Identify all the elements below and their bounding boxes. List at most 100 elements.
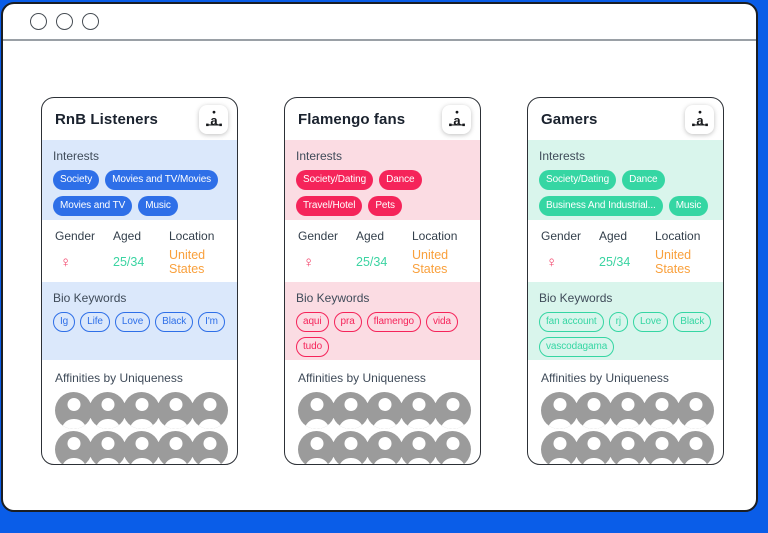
section-label-bio-keywords: Bio Keywords	[539, 291, 613, 305]
location-value: United States	[655, 248, 692, 276]
segment-card[interactable]: Flamengo fans a Interests Society/Dating Dan…	[284, 97, 481, 465]
section-label-bio-keywords: Bio Keywords	[296, 291, 370, 305]
affinity-avatars	[298, 392, 472, 464]
person-avatar-icon	[609, 392, 646, 429]
section-label-interests: Interests	[539, 149, 586, 163]
affinities-section: Affinities by Uniqueness	[528, 360, 723, 464]
avatar-row	[541, 431, 715, 464]
person-avatar-icon	[366, 392, 403, 429]
bio-keyword-pill: vida	[426, 312, 458, 332]
segment-title: Flamengo fans	[298, 110, 406, 128]
bio-keyword-pill: flamengo	[366, 312, 422, 332]
gender-label: Gender	[541, 229, 582, 243]
interest-pill: Pets	[368, 196, 402, 216]
location-label: Location	[412, 229, 458, 243]
demographics-values: ♀ 25/34 United States	[541, 248, 719, 276]
window-control-icon[interactable]	[30, 13, 47, 30]
avatar-row	[55, 392, 229, 429]
avatar-row	[298, 431, 472, 464]
location-value: United States	[412, 248, 449, 276]
interest-pill: Music	[668, 196, 709, 216]
person-avatar-icon	[157, 392, 194, 429]
interest-pill: Society/Dating	[296, 170, 374, 190]
audiense-logo-icon: a	[685, 104, 714, 134]
bio-keywords-section: Bio Keywords aqui pra flamengo vida tudo	[285, 282, 480, 360]
person-avatar-icon	[332, 392, 369, 429]
person-avatar-icon	[157, 431, 194, 464]
aged-label: Aged	[356, 229, 385, 243]
section-label-interests: Interests	[53, 149, 100, 163]
person-avatar-icon	[541, 392, 578, 429]
svg-text:a: a	[453, 113, 461, 128]
bio-keywords-section: Bio Keywords Ig Life Love Black I'm	[42, 282, 237, 360]
bio-keyword-pills: Ig Life Love Black I'm	[53, 312, 235, 332]
interest-pill: Dance	[379, 170, 422, 190]
person-avatar-icon	[575, 431, 612, 464]
person-avatar-icon	[55, 392, 92, 429]
interest-pill: Music	[138, 196, 178, 216]
demographics-values: ♀ 25/34 United States	[55, 248, 233, 276]
bio-keyword-pill: pra	[333, 312, 362, 332]
gender-label: Gender	[298, 229, 339, 243]
avatar-row	[541, 392, 715, 429]
bio-keyword-pill: Life	[80, 312, 110, 332]
card-header: RnB Listeners a	[42, 98, 237, 140]
person-avatar-icon	[191, 431, 228, 464]
affinities-section: Affinities by Uniqueness	[285, 360, 480, 464]
interests-section: Interests Society Movies and TV/Movies Movi…	[42, 140, 237, 220]
interests-section: Interests Society/Dating Dance Business And…	[528, 140, 723, 220]
bio-keyword-pill: Black	[673, 312, 712, 332]
section-label-affinities: Affinities by Uniqueness	[55, 371, 183, 385]
audiense-logo-icon: a	[199, 104, 228, 134]
person-avatar-icon	[400, 392, 437, 429]
demographics-section: Gender Aged Location ♀ 25/34 United States	[285, 220, 480, 282]
interests-section: Interests Society/Dating Dance Travel/Hotel…	[285, 140, 480, 220]
person-avatar-icon	[332, 431, 369, 464]
person-avatar-icon	[123, 431, 160, 464]
aged-value: 25/34	[599, 255, 631, 269]
person-avatar-icon	[55, 431, 92, 464]
section-label-bio-keywords: Bio Keywords	[53, 291, 127, 305]
svg-text:a: a	[210, 113, 218, 128]
female-gender-icon: ♀	[303, 253, 315, 271]
person-avatar-icon	[541, 431, 578, 464]
interest-pills: Society/Dating Dance Travel/Hotel Pets	[296, 170, 478, 216]
audiense-logo-icon: a	[442, 104, 471, 134]
section-label-affinities: Affinities by Uniqueness	[298, 371, 426, 385]
bio-keyword-pill: vascodagama	[539, 337, 615, 357]
segment-card[interactable]: Gamers a Interests Society/Dating Dance Busin…	[527, 97, 724, 465]
window-control-icon[interactable]	[56, 13, 73, 30]
bio-keyword-pill: Black	[155, 312, 194, 332]
window-titlebar	[3, 4, 756, 41]
person-avatar-icon	[191, 392, 228, 429]
person-avatar-icon	[89, 431, 126, 464]
bio-keyword-pill: Ig	[53, 312, 76, 332]
segment-card[interactable]: RnB Listeners a Interests Society Movies and…	[41, 97, 238, 465]
person-avatar-icon	[366, 431, 403, 464]
demographics-section: Gender Aged Location ♀ 25/34 United States	[528, 220, 723, 282]
section-label-affinities: Affinities by Uniqueness	[541, 371, 669, 385]
svg-text:a: a	[696, 113, 704, 128]
demographics-labels: Gender Aged Location	[55, 229, 233, 243]
avatar-row	[298, 392, 472, 429]
window-control-icon[interactable]	[82, 13, 99, 30]
demographics-labels: Gender Aged Location	[541, 229, 719, 243]
interest-pill: Dance	[622, 170, 665, 190]
location-label: Location	[169, 229, 215, 243]
person-avatar-icon	[677, 392, 714, 429]
interest-pill: Society	[53, 170, 100, 190]
person-avatar-icon	[298, 431, 335, 464]
female-gender-icon: ♀	[546, 253, 558, 271]
bio-keyword-pill: aqui	[296, 312, 329, 332]
person-avatar-icon	[434, 431, 471, 464]
person-avatar-icon	[677, 431, 714, 464]
browser-window: RnB Listeners a Interests Society Movies and…	[1, 2, 758, 512]
person-avatar-icon	[400, 431, 437, 464]
person-avatar-icon	[575, 392, 612, 429]
bio-keyword-pill: tudo	[296, 337, 330, 357]
section-label-interests: Interests	[296, 149, 343, 163]
card-header: Gamers a	[528, 98, 723, 140]
avatar-row	[55, 431, 229, 464]
demographics-section: Gender Aged Location ♀ 25/34 United States	[42, 220, 237, 282]
person-avatar-icon	[643, 431, 680, 464]
